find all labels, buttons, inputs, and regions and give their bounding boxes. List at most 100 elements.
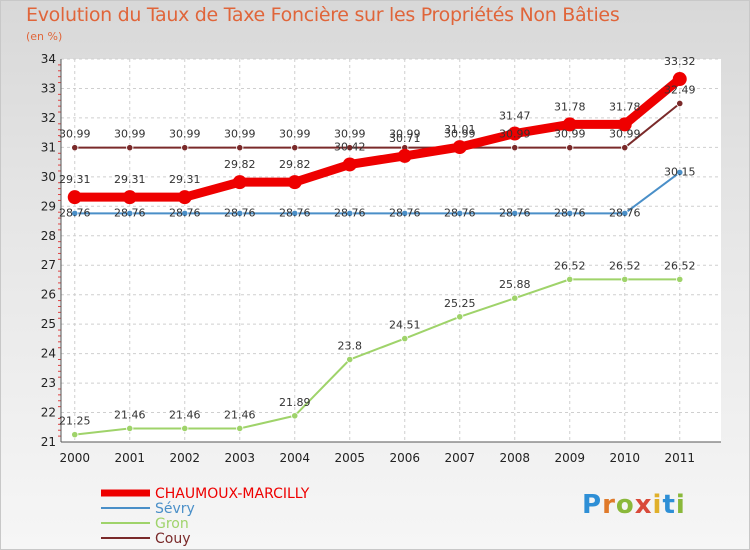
data-point [71, 209, 79, 217]
data-point [291, 209, 299, 217]
data-label: 28.76 [609, 206, 641, 219]
y-tick-label: 23 [41, 376, 56, 390]
data-label: 30.99 [389, 128, 421, 141]
data-point [566, 275, 574, 283]
x-tick-label: 2002 [169, 451, 200, 465]
data-point [126, 144, 134, 152]
series-line-chaumoux-marcilly [74, 75, 683, 202]
data-point [562, 117, 577, 132]
data-label: 30.99 [334, 128, 366, 141]
data-label: 29.31 [59, 173, 91, 186]
data-point [511, 209, 519, 217]
data-label: 24.51 [389, 319, 421, 332]
y-tick-label: 21 [41, 435, 56, 449]
data-point [126, 209, 134, 217]
data-point [672, 72, 687, 87]
data-point [397, 148, 412, 163]
y-tick-label: 26 [41, 288, 56, 302]
y-tick-label: 29 [41, 199, 56, 213]
logo-letter: P [582, 490, 603, 520]
x-tick-label: 2010 [609, 451, 640, 465]
x-tick-label: 2009 [554, 451, 585, 465]
data-label: 28.76 [224, 206, 256, 219]
data-label: 28.76 [334, 206, 366, 219]
data-label: 26.52 [609, 259, 641, 272]
series-line-gron [74, 278, 680, 436]
x-tick-label: 2001 [114, 451, 145, 465]
x-tick-label: 2007 [444, 451, 475, 465]
data-point [456, 209, 464, 217]
y-tick-label: 34 [41, 52, 56, 66]
data-point [71, 431, 79, 439]
logo-letter: x [634, 490, 653, 520]
data-point [676, 99, 684, 108]
data-point [287, 175, 302, 190]
data-label: 30.71 [389, 132, 421, 145]
data-label: 26.52 [554, 259, 586, 272]
data-label: 21.25 [59, 415, 91, 428]
y-tick-label: 28 [41, 229, 56, 243]
data-point [122, 190, 137, 205]
data-label: 30.99 [224, 128, 256, 141]
data-point [342, 157, 357, 172]
data-label: 30.99 [499, 128, 531, 141]
x-tick-label: 2011 [664, 451, 695, 465]
data-point [236, 424, 244, 433]
data-point [456, 313, 464, 321]
data-label: 29.82 [279, 158, 311, 171]
data-label: 30.99 [59, 128, 91, 141]
data-point [511, 144, 519, 152]
data-label: 30.42 [334, 140, 366, 153]
proxiti-logo: Proxiti [582, 490, 686, 520]
y-tick-label: 31 [41, 140, 56, 154]
data-label: 28.76 [554, 206, 586, 219]
data-label: 31.01 [444, 123, 476, 136]
data-label: 30.99 [279, 128, 311, 141]
data-point [232, 175, 247, 190]
data-label: 28.76 [114, 206, 146, 219]
data-point [126, 424, 134, 433]
logo-letter: r [602, 490, 616, 520]
legend-label: Sévry [155, 501, 195, 517]
data-point [177, 190, 192, 205]
y-tick-label: 24 [41, 347, 56, 361]
data-label: 21.46 [114, 408, 146, 421]
data-label: 28.76 [389, 206, 421, 219]
y-tick-label: 22 [41, 406, 56, 420]
y-tick-label: 25 [41, 317, 56, 331]
data-label: 28.76 [444, 206, 476, 219]
logo-letter: i [675, 490, 686, 520]
data-point [511, 294, 519, 302]
data-label: 25.88 [499, 278, 531, 291]
legend-label: Gron [155, 516, 189, 532]
x-tick-label: 2000 [59, 451, 90, 465]
data-label: 33.32 [664, 55, 696, 68]
data-point [401, 334, 409, 343]
data-point [346, 144, 354, 152]
data-point [236, 144, 244, 152]
data-label: 28.76 [59, 206, 91, 219]
data-point [621, 144, 629, 152]
data-point [566, 209, 574, 217]
data-label: 30.99 [609, 128, 641, 141]
data-label: 32.49 [664, 83, 696, 96]
data-point [181, 144, 189, 152]
y-tick-label: 27 [41, 258, 56, 272]
data-point [452, 140, 467, 155]
data-point [346, 355, 354, 364]
data-label: 29.82 [224, 158, 256, 171]
data-point [617, 117, 632, 132]
series-line-s-vry [74, 171, 681, 215]
data-label: 30.99 [114, 128, 146, 141]
x-tick-label: 2008 [499, 451, 530, 465]
data-point [181, 424, 189, 433]
data-label: 21.89 [279, 396, 311, 409]
data-point [346, 209, 354, 217]
legend-label: Couy [155, 531, 191, 547]
data-label: 30.15 [664, 165, 696, 178]
data-point [67, 190, 82, 205]
data-label: 25.25 [444, 297, 476, 310]
data-point [291, 412, 299, 420]
data-label: 29.31 [114, 173, 146, 186]
